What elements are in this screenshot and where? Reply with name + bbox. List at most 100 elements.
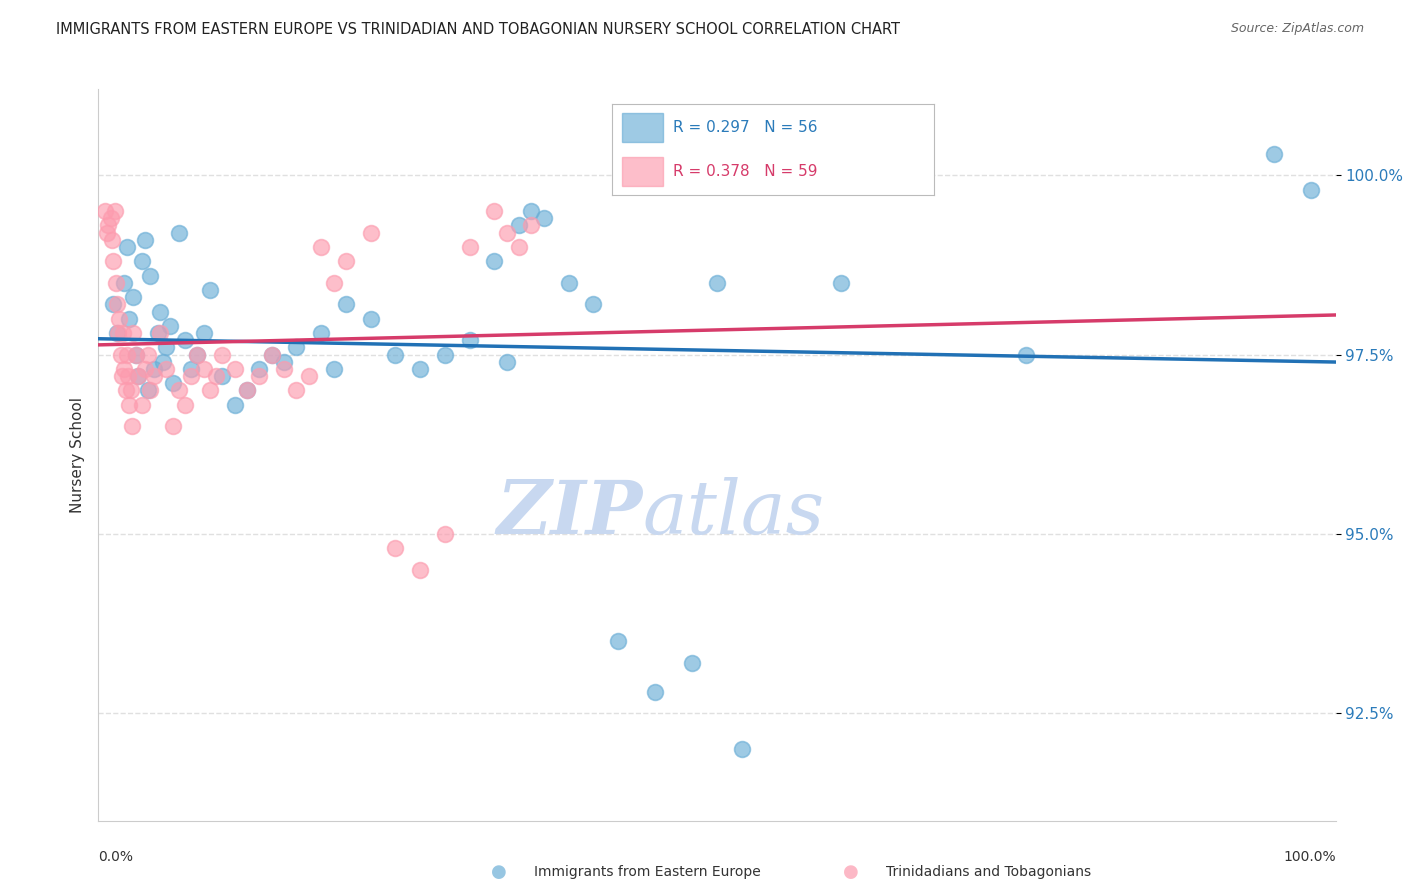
Y-axis label: Nursery School: Nursery School	[69, 397, 84, 513]
Point	[105, 326, 128, 340]
Point	[174, 398, 197, 412]
Point	[134, 362, 156, 376]
Point	[162, 419, 184, 434]
Point	[205, 369, 228, 384]
Point	[97, 219, 120, 233]
Point	[211, 347, 233, 361]
Point	[167, 226, 190, 240]
Point	[134, 233, 156, 247]
Point	[495, 354, 517, 368]
Point	[139, 384, 162, 398]
Point	[186, 347, 208, 361]
Point	[122, 326, 145, 340]
Text: ●: ●	[842, 863, 859, 881]
Point	[100, 211, 122, 226]
Point	[120, 384, 142, 398]
Point	[149, 326, 172, 340]
Point	[162, 376, 184, 391]
Point	[198, 384, 221, 398]
Point	[118, 398, 141, 412]
Point	[484, 204, 506, 219]
Point	[830, 276, 852, 290]
Point	[110, 347, 132, 361]
Point	[409, 362, 432, 376]
Point	[136, 384, 159, 398]
Point	[384, 541, 406, 556]
Point	[124, 347, 146, 361]
Point	[533, 211, 555, 226]
Point	[557, 276, 579, 290]
Point	[1299, 183, 1322, 197]
Point	[236, 384, 259, 398]
Point	[193, 326, 215, 340]
Point	[93, 204, 115, 219]
Point	[146, 326, 169, 340]
Point	[1263, 146, 1285, 161]
Point	[193, 362, 215, 376]
Point	[121, 419, 143, 434]
Point	[155, 340, 177, 354]
Point	[224, 362, 246, 376]
Point	[285, 340, 308, 354]
Point	[322, 276, 344, 290]
Point	[224, 398, 246, 412]
Point	[186, 347, 208, 361]
Point	[180, 369, 202, 384]
Point	[644, 684, 666, 698]
Point	[681, 656, 703, 670]
Point	[111, 369, 134, 384]
Point	[108, 311, 131, 326]
Point	[285, 384, 308, 398]
Point	[433, 347, 456, 361]
Point	[247, 369, 270, 384]
Point	[260, 347, 283, 361]
Point	[180, 362, 202, 376]
Point	[159, 318, 181, 333]
Point	[124, 347, 146, 361]
Point	[152, 354, 174, 368]
Text: Source: ZipAtlas.com: Source: ZipAtlas.com	[1230, 22, 1364, 36]
Point	[731, 742, 754, 756]
Point	[211, 369, 233, 384]
Text: 100.0%: 100.0%	[1284, 850, 1336, 863]
Text: ●: ●	[491, 863, 508, 881]
Point	[127, 369, 149, 384]
Point	[582, 297, 605, 311]
Point	[322, 362, 344, 376]
Point	[236, 384, 259, 398]
Point	[107, 326, 129, 340]
Point	[105, 297, 128, 311]
Point	[458, 333, 481, 347]
Text: Immigrants from Eastern Europe: Immigrants from Eastern Europe	[534, 865, 761, 880]
Point	[112, 362, 135, 376]
Point	[103, 297, 125, 311]
Point	[409, 563, 432, 577]
Text: atlas: atlas	[643, 477, 825, 549]
Text: ZIP: ZIP	[496, 477, 643, 549]
Point	[115, 347, 138, 361]
Point	[136, 347, 159, 361]
Point	[335, 297, 357, 311]
Point	[149, 304, 172, 318]
Point	[118, 311, 141, 326]
Point	[101, 233, 124, 247]
Point	[112, 276, 135, 290]
Point	[155, 362, 177, 376]
Point	[298, 369, 321, 384]
Point	[520, 219, 543, 233]
Point	[143, 369, 166, 384]
Point	[607, 634, 630, 648]
Point	[458, 240, 481, 254]
Point	[247, 362, 270, 376]
Point	[360, 226, 382, 240]
Point	[143, 362, 166, 376]
Point	[139, 268, 162, 283]
Point	[131, 398, 153, 412]
Point	[508, 240, 530, 254]
Point	[103, 254, 125, 268]
Point	[260, 347, 283, 361]
Point	[96, 226, 118, 240]
Point	[433, 526, 456, 541]
Point	[309, 240, 332, 254]
Point	[103, 204, 125, 219]
